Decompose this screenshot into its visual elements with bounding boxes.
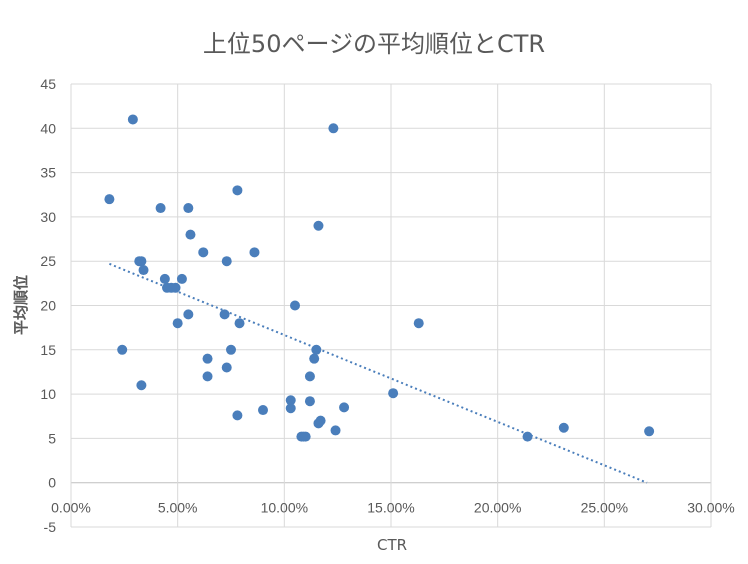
data-point <box>328 123 339 134</box>
data-point <box>104 194 115 205</box>
data-point <box>159 273 170 284</box>
x-tick-label: 15.00% <box>367 500 414 516</box>
trendline <box>109 262 648 484</box>
data-point <box>413 318 424 329</box>
data-point <box>304 396 315 407</box>
data-point <box>183 309 194 320</box>
data-point <box>221 362 232 373</box>
x-tick-label: 5.00% <box>158 500 198 516</box>
y-tick-label: 20 <box>40 298 56 314</box>
chart-title: 上位50ページの平均順位とCTR <box>203 30 545 58</box>
y-tick-label: 0 <box>48 475 56 491</box>
y-tick-label: -5 <box>44 519 57 535</box>
data-point <box>170 282 181 293</box>
data-point <box>300 431 311 442</box>
data-point <box>311 344 322 355</box>
y-tick-label: 25 <box>40 253 56 269</box>
x-tick-label: 10.00% <box>261 500 308 516</box>
data-point <box>388 388 399 399</box>
y-axis-title: 平均順位 <box>12 275 30 335</box>
data-point <box>285 403 296 414</box>
data-point <box>172 318 183 329</box>
data-point <box>315 415 326 426</box>
x-axis-title: CTR <box>377 536 407 554</box>
data-point <box>330 425 341 436</box>
grid-lines <box>70 83 712 528</box>
data-point <box>234 318 245 329</box>
y-tick-label: 45 <box>40 76 56 92</box>
data-point <box>522 431 533 442</box>
x-tick-label: 25.00% <box>581 500 628 516</box>
data-point <box>198 247 209 258</box>
data-point <box>232 410 243 421</box>
data-point <box>221 256 232 267</box>
trendline-layer <box>109 262 648 484</box>
tick-labels: -5 0 5 10 15 20 25 30 35 40 45 0.00% 5.00% 10.00% 15.0… <box>40 76 734 535</box>
data-point <box>117 344 128 355</box>
data-point <box>127 114 138 125</box>
data-point <box>202 371 213 382</box>
data-point <box>339 402 350 413</box>
data-point <box>644 426 655 437</box>
data-point <box>309 353 320 364</box>
data-point <box>155 203 166 214</box>
data-point <box>304 371 315 382</box>
data-point <box>285 395 296 406</box>
x-tick-label: 30.00% <box>687 500 734 516</box>
y-tick-label: 15 <box>40 342 56 358</box>
y-tick-label: 5 <box>48 430 56 446</box>
y-tick-label: 40 <box>40 120 56 136</box>
data-point <box>138 265 149 276</box>
y-tick-label: 35 <box>40 165 56 181</box>
data-point <box>202 353 213 364</box>
data-point <box>219 309 230 320</box>
x-tick-label: 20.00% <box>474 500 521 516</box>
data-point <box>313 220 324 231</box>
data-point <box>136 380 147 391</box>
y-tick-label: 30 <box>40 209 56 225</box>
x-tick-label: 0.00% <box>51 500 91 516</box>
data-point <box>183 203 194 214</box>
data-point <box>249 247 260 258</box>
data-point <box>226 344 236 355</box>
data-point <box>290 300 300 311</box>
data-points <box>104 114 655 442</box>
data-point <box>258 405 268 416</box>
data-point <box>176 273 187 284</box>
data-point <box>136 256 147 267</box>
data-point <box>558 422 569 433</box>
y-tick-label: 10 <box>40 386 56 402</box>
data-point <box>232 185 243 196</box>
data-point <box>185 229 196 240</box>
